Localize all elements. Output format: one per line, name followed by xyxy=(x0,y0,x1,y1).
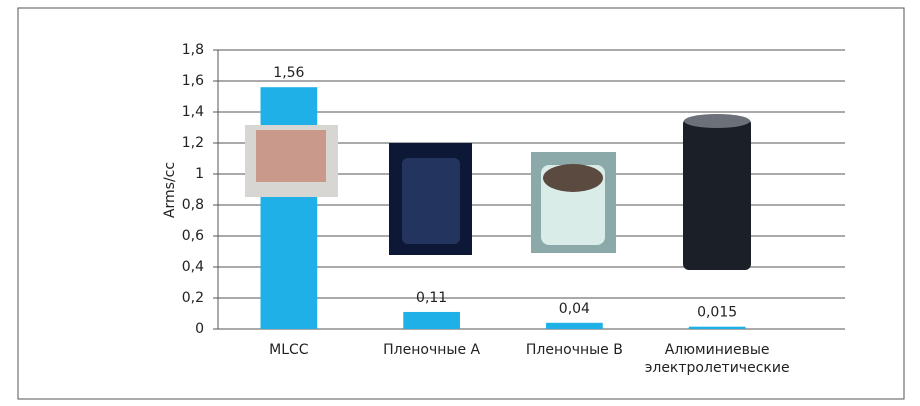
value-label: 0,11 xyxy=(416,290,447,306)
photo xyxy=(684,114,750,128)
photo xyxy=(543,164,603,192)
photo xyxy=(402,158,460,244)
value-label: 0,015 xyxy=(697,305,737,321)
y-tick-label: 1,4 xyxy=(182,104,204,120)
y-tick-label: 1 xyxy=(195,166,204,182)
x-tick-label: Пленочные B xyxy=(525,342,623,358)
photo xyxy=(683,118,751,270)
y-axis-label: Arms/cc xyxy=(162,162,178,218)
y-tick-label: 1,8 xyxy=(182,42,204,58)
y-tick-label: 0,4 xyxy=(182,259,204,275)
value-label: 1,56 xyxy=(273,65,304,81)
x-tick-label: Пленочные A xyxy=(383,342,481,358)
bar xyxy=(403,311,460,329)
photo xyxy=(256,130,326,182)
bar xyxy=(546,322,603,329)
y-tick-label: 0 xyxy=(195,321,204,337)
y-tick-label: 0,6 xyxy=(182,228,204,244)
photos xyxy=(245,114,751,270)
frame xyxy=(17,7,905,400)
y-tick-label: 0,2 xyxy=(182,290,204,306)
x-tick-label: MLCC xyxy=(269,342,309,358)
bar xyxy=(260,87,318,329)
y-tick-label: 1,6 xyxy=(182,73,204,89)
y-tick-label: 1,2 xyxy=(182,135,204,151)
value-label: 0,04 xyxy=(559,301,590,317)
y-tick-label: 0,8 xyxy=(182,197,204,213)
x-tick-label: Алюминиевые электролетические xyxy=(644,342,790,376)
bar xyxy=(688,326,746,329)
